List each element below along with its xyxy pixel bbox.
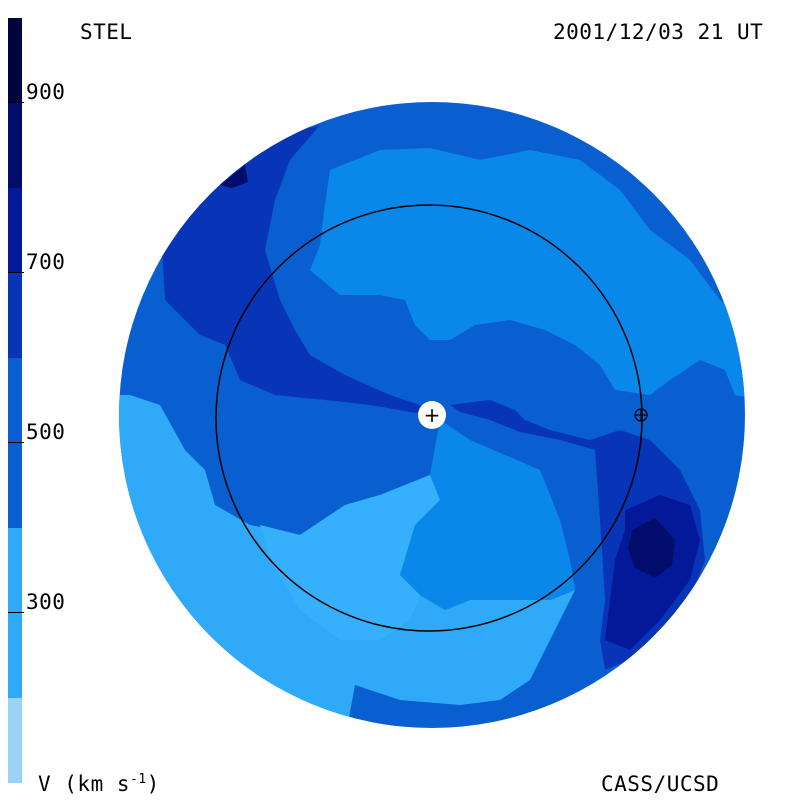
colorbar-segment-4 bbox=[8, 273, 22, 358]
institution-label: CASS/UCSD bbox=[601, 772, 720, 796]
timestamp-label: 2001/12/03 21 UT bbox=[553, 20, 764, 44]
velocity-units-close: ) bbox=[146, 772, 160, 796]
colorbar-segment-1 bbox=[8, 18, 22, 103]
colorbar-segment-2 bbox=[8, 103, 22, 188]
colorbar-tick-900 bbox=[8, 102, 24, 103]
colorbar-tick-300 bbox=[8, 612, 24, 613]
colorbar-tick-label-300: 300 bbox=[26, 590, 66, 614]
sun-symbol: + bbox=[424, 403, 441, 427]
earth-icon bbox=[634, 408, 648, 422]
velocity-colorbar bbox=[8, 18, 22, 783]
colorbar-segment-7 bbox=[8, 528, 22, 698]
colorbar-tick-700 bbox=[8, 272, 24, 273]
contour-medium-light-lower bbox=[400, 420, 575, 610]
colorbar-segment-8 bbox=[8, 698, 22, 783]
contour-darkest-right bbox=[628, 518, 675, 578]
colorbar-segment-3 bbox=[8, 188, 22, 273]
contour-lightest bbox=[260, 475, 440, 640]
earth-orbit-circle bbox=[215, 204, 643, 632]
colorbar-tick-label-700: 700 bbox=[26, 250, 66, 274]
velocity-units-exponent: -1 bbox=[130, 772, 147, 787]
velocity-units-label: V (km s-1) bbox=[38, 772, 160, 796]
colorbar-segment-5 bbox=[8, 358, 22, 528]
sun-marker bbox=[418, 401, 446, 429]
contour-medium-light bbox=[310, 148, 745, 400]
colorbar-tick-500 bbox=[8, 442, 24, 443]
instrument-label: STEL bbox=[80, 20, 133, 44]
velocity-units-text: V (km s bbox=[38, 772, 131, 796]
colorbar-tick-label-900: 900 bbox=[26, 80, 66, 104]
contour-darkest-topleft bbox=[220, 165, 248, 188]
colorbar-tick-label-500: 500 bbox=[26, 420, 66, 444]
